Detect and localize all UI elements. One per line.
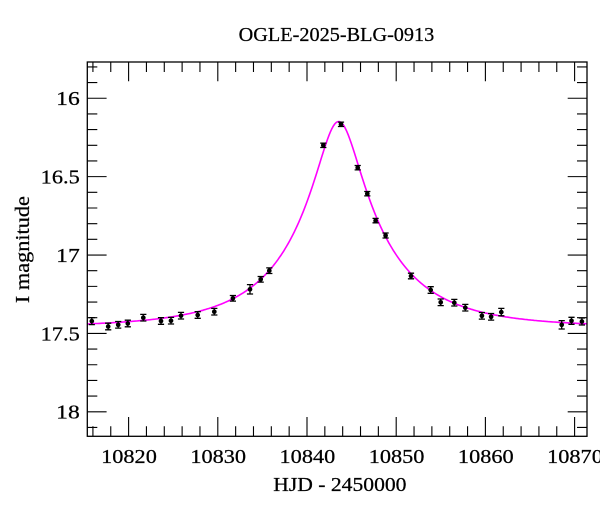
svg-text:16.5: 16.5 [41,167,80,189]
svg-text:16: 16 [56,88,80,110]
svg-text:10860: 10860 [458,446,514,468]
svg-text:18: 18 [56,402,80,424]
svg-text:17.5: 17.5 [41,323,80,345]
svg-text:I magnitude: I magnitude [12,196,34,303]
svg-text:17: 17 [56,245,80,267]
svg-text:10830: 10830 [190,446,246,468]
svg-text:10850: 10850 [369,446,425,468]
svg-text:HJD - 2450000: HJD - 2450000 [273,474,406,496]
svg-text:10820: 10820 [101,446,157,468]
svg-text:10840: 10840 [280,446,336,468]
svg-text:10870: 10870 [547,446,600,468]
svg-text:OGLE-2025-BLG-0913: OGLE-2025-BLG-0913 [239,24,435,46]
